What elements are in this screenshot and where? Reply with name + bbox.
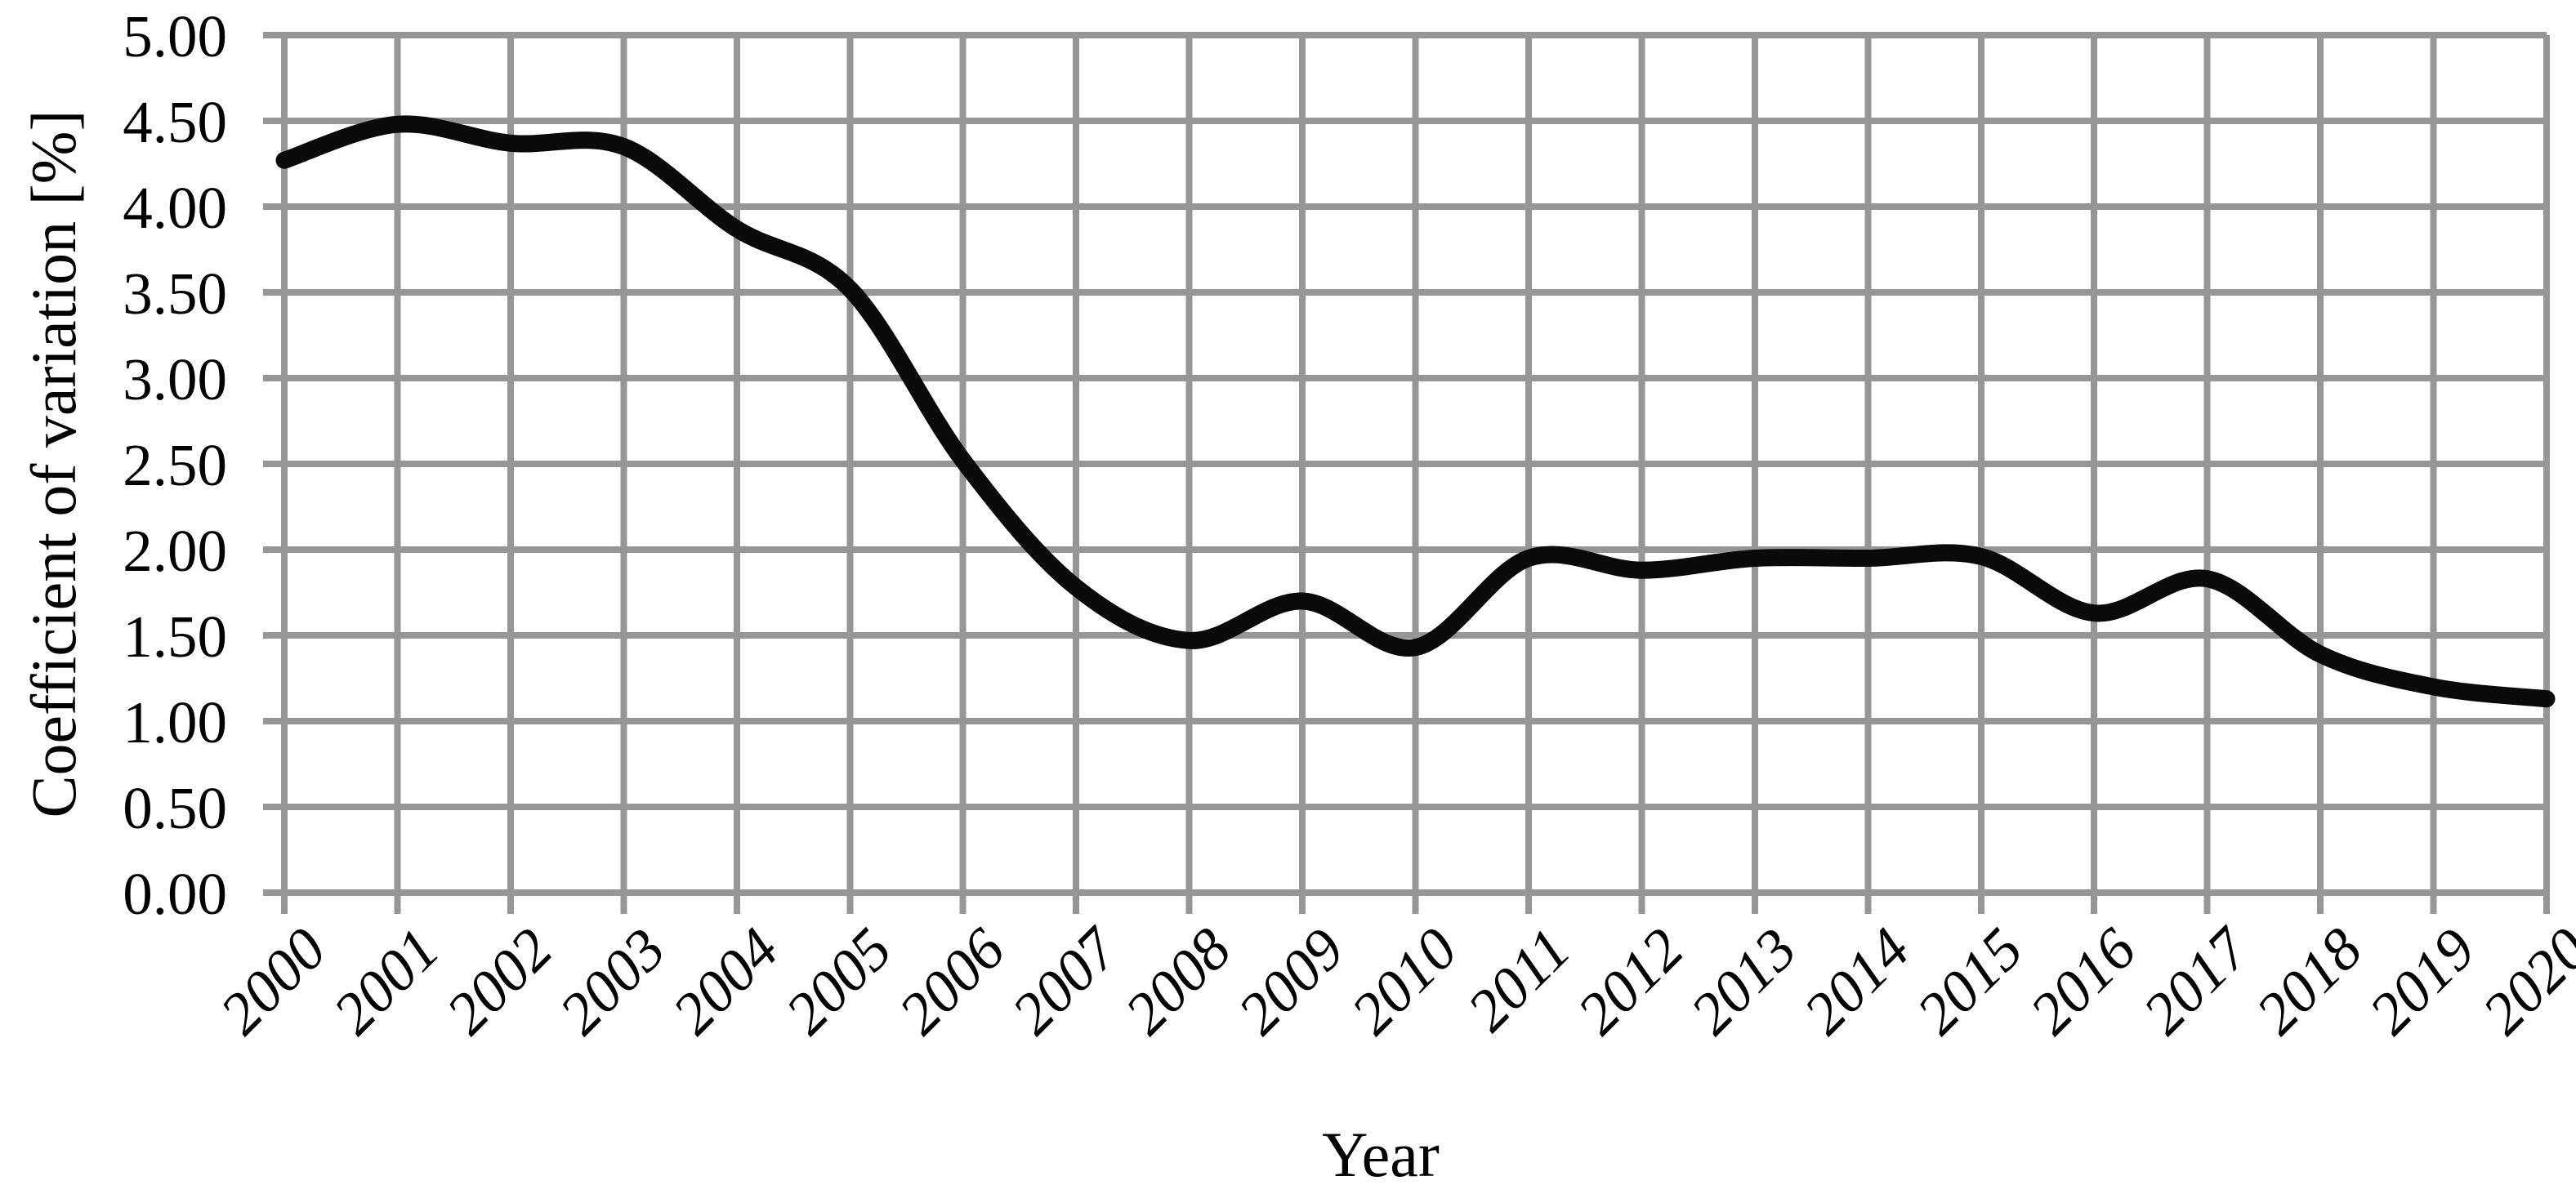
y-tick-label: 2.50 — [123, 432, 227, 498]
x-tick-label: 2004 — [660, 916, 792, 1047]
x-tick-label: 2012 — [1565, 916, 1696, 1047]
x-tick-label: 2002 — [434, 916, 565, 1047]
x-tick-label: 2006 — [886, 916, 1018, 1047]
y-tick-label: 5.00 — [123, 3, 227, 69]
x-tick-label: 2007 — [999, 914, 1132, 1046]
data-series — [275, 115, 2556, 708]
grid-lines — [263, 32, 2550, 914]
x-tick-label: 2009 — [1225, 916, 1357, 1047]
y-tick-label: 1.00 — [123, 689, 227, 755]
y-tick-label: 0.50 — [123, 775, 227, 841]
x-tick-label: 2019 — [2356, 916, 2488, 1047]
x-axis-tick-labels: 2000200120022003200420052006200720082009… — [208, 914, 2576, 1046]
x-tick-label: 2014 — [1791, 916, 1922, 1047]
x-tick-label: 2003 — [547, 916, 678, 1047]
y-tick-label: 4.50 — [123, 89, 227, 155]
y-tick-label: 0.00 — [123, 861, 227, 927]
x-tick-label: 2017 — [2130, 914, 2262, 1046]
x-tick-label: 2020 — [2470, 916, 2576, 1047]
y-tick-label: 3.50 — [123, 261, 227, 327]
x-tick-label: 2008 — [1112, 916, 1243, 1047]
x-tick-label: 2013 — [1678, 916, 1810, 1047]
x-tick-label: 2015 — [1904, 916, 2036, 1047]
y-tick-label: 1.50 — [123, 604, 227, 670]
x-axis-title: Year — [1322, 1119, 1440, 1190]
y-axis-tick-labels: 0.00 0.50 1.00 1.50 2.00 2.50 3.00 3.50 4.00 4.50… — [123, 3, 227, 927]
x-tick-label: 2016 — [2017, 916, 2149, 1047]
y-tick-label: 3.00 — [123, 346, 227, 412]
y-tick-label: 2.00 — [123, 518, 227, 584]
x-tick-label: 2000 — [208, 916, 339, 1047]
x-tick-label: 2005 — [773, 916, 904, 1047]
x-tick-label: 2011 — [1455, 916, 1583, 1044]
y-axis-title: Coefficient of variation [%] — [18, 109, 89, 818]
x-tick-label: 2010 — [1338, 916, 1470, 1047]
data-series-line — [275, 115, 2556, 708]
y-tick-label: 4.00 — [123, 175, 227, 241]
x-tick-label: 2018 — [2243, 916, 2375, 1047]
x-tick-label: 2001 — [320, 916, 452, 1047]
